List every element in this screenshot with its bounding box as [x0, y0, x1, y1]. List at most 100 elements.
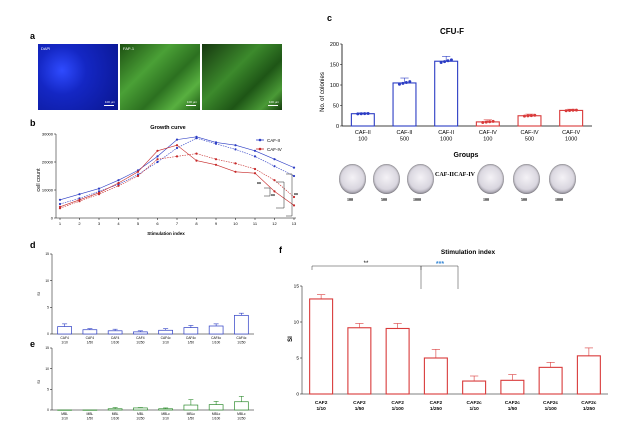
- significance-marker: **: [257, 182, 261, 188]
- x-tick-label: CAF2c: [467, 400, 483, 406]
- y-tick-label: 10000: [42, 188, 54, 193]
- data-point: [273, 165, 276, 168]
- y-axis-label: No. of colonies: [320, 72, 326, 112]
- data-point: [564, 109, 568, 113]
- bar: [107, 330, 123, 335]
- data-point: [234, 162, 237, 165]
- x-tick-label: 1/100: [212, 340, 220, 344]
- data-point: [156, 160, 159, 164]
- data-point: [526, 114, 530, 118]
- x-tick-label: CAF4: [136, 336, 145, 340]
- colony-dish-images: CAF-II CAF-IV 100 500 1000 100 500 1000: [333, 164, 611, 222]
- x-tick-label: 1/50: [355, 406, 365, 412]
- data-point: [273, 179, 276, 182]
- x-tick-label: CAF-II: [438, 130, 454, 136]
- x-tick-label: 1/10: [162, 416, 169, 420]
- axes: 051015CAF21/10CAF21/50CAF21/100CAF21/250…: [294, 284, 608, 412]
- series-line: [59, 153, 295, 209]
- scale-bar-label: 100 μm: [268, 100, 279, 104]
- data-point: [292, 204, 296, 207]
- x-tick-label: 1: [59, 221, 62, 226]
- data-point: [446, 59, 450, 63]
- y-tick-label: 5: [47, 387, 49, 391]
- data-point: [195, 152, 198, 155]
- bar: [234, 401, 249, 411]
- x-tick-label: MBL: [86, 412, 93, 416]
- growth-curve-chart: Growth curve cell count Stimulation inde…: [36, 125, 298, 236]
- data-point: [175, 144, 179, 147]
- x-tick-label: 9: [215, 221, 218, 226]
- y-tick-label: 10: [294, 320, 300, 326]
- petri-dish-image: [373, 164, 400, 194]
- data-point: [195, 159, 198, 162]
- x-tick-label: 100: [483, 137, 492, 143]
- x-tick-label: 2: [78, 221, 81, 226]
- x-tick-label: CAF2: [430, 400, 443, 406]
- data-point: [195, 137, 198, 140]
- x-tick-label: 3: [98, 221, 101, 226]
- x-tick-label: CAF-II: [397, 130, 413, 136]
- x-tick-label: 1/100: [111, 340, 119, 344]
- scale-bar: [268, 105, 278, 106]
- bars-group: [350, 55, 584, 127]
- bars-group: [57, 312, 249, 335]
- x-tick-label: MBLc: [161, 412, 170, 416]
- data-point: [253, 167, 257, 171]
- data-point: [292, 166, 296, 169]
- scale-bar-label: 100 μm: [104, 100, 115, 104]
- x-tick-label: 5: [137, 221, 140, 226]
- x-tick-label: 1/10: [469, 406, 479, 412]
- bar: [57, 326, 72, 335]
- merged-micrograph: 100 μm: [202, 44, 282, 110]
- x-tick-label: 1/10: [162, 340, 169, 344]
- legend-label-caf-iv: CAF-IV: [267, 147, 282, 152]
- panel-label-b: b: [30, 118, 36, 128]
- x-tick-label: MBL: [112, 412, 119, 416]
- bar: [385, 327, 410, 395]
- data-point: [97, 193, 101, 196]
- x-tick-label: 1/50: [508, 406, 518, 412]
- data-point: [117, 179, 120, 182]
- data-point: [156, 158, 159, 161]
- data-point: [481, 120, 485, 124]
- significance-brackets: [311, 265, 459, 289]
- legend: CAF-II CAF-IV: [256, 138, 282, 152]
- x-tick-label: CAF2c: [543, 400, 559, 406]
- bar: [133, 331, 148, 335]
- data-point: [234, 144, 237, 147]
- bar: [107, 408, 123, 411]
- dish-label: 1000: [555, 197, 563, 202]
- data-point: [439, 61, 443, 65]
- chart-title: CFU-F: [440, 27, 464, 36]
- data-point: [58, 198, 62, 201]
- x-tick-label: 1/100: [111, 416, 119, 420]
- data-point: [522, 114, 526, 118]
- x-tick-label: 1/250: [583, 406, 595, 412]
- data-point: [253, 172, 257, 175]
- y-tick-label: 0: [296, 392, 299, 398]
- data-point: [175, 138, 179, 141]
- panel-label-f: f: [279, 245, 282, 255]
- y-tick-label: 0: [336, 124, 339, 130]
- x-tick-label: MBLc: [187, 412, 196, 416]
- dish-group-label: CAF-II: [435, 172, 454, 178]
- data-point: [253, 149, 257, 152]
- x-tick-label: 8: [195, 221, 198, 226]
- x-axis-label: Groups: [454, 152, 479, 159]
- data-point: [366, 111, 370, 115]
- x-tick-label: CAF-IV: [479, 130, 497, 136]
- significance-brackets: [264, 173, 293, 217]
- scale-bar: [104, 105, 114, 106]
- y-tick-label: 0: [47, 332, 49, 336]
- data-point: [273, 158, 276, 161]
- bar: [392, 82, 417, 127]
- legend-label-caf-ii: CAF-II: [267, 138, 280, 143]
- data-point: [117, 181, 120, 185]
- y-axis-label: cell count: [36, 168, 42, 192]
- data-point: [443, 60, 447, 64]
- y-tick-label: 200: [330, 42, 339, 48]
- data-point: [363, 112, 367, 116]
- data-point: [273, 190, 276, 193]
- micrograph-tag: FAP-1: [123, 46, 135, 51]
